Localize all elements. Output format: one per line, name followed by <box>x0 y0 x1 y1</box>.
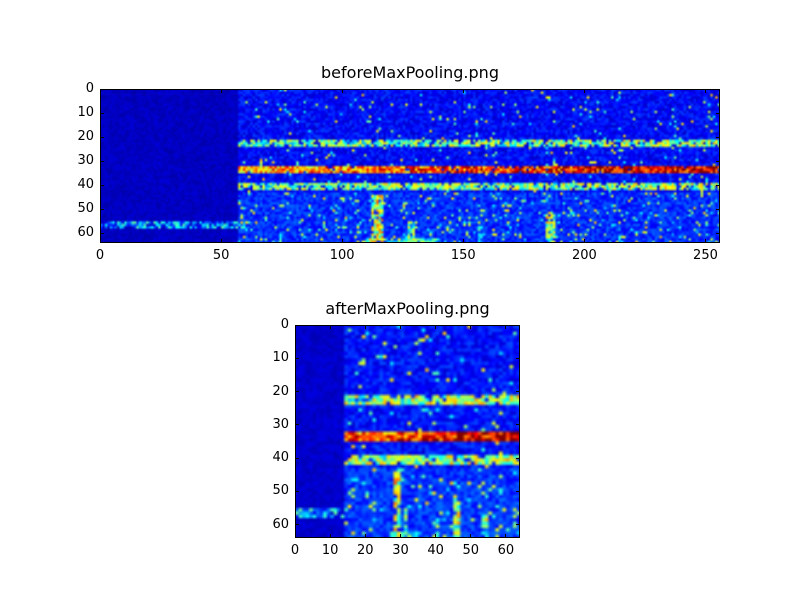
y-tick-label: 0 <box>85 81 94 96</box>
x-tick-label: 40 <box>427 543 444 558</box>
after-maxpooling-plot: afterMaxPooling.png 0 10 20 30 40 50 60 0 10 20 30… <box>272 299 520 558</box>
x-tick-label: 60 <box>497 543 515 558</box>
x-tick-label: 250 <box>693 248 718 263</box>
x-tick-label: 0 <box>290 543 300 558</box>
plot-title-after: afterMaxPooling.png <box>325 299 490 318</box>
y-tick-label: 20 <box>272 383 289 399</box>
after-heatmap-canvas <box>295 325 520 538</box>
x-tick-label: 20 <box>357 543 374 558</box>
y-tick-label: 30 <box>272 416 289 432</box>
y-tick-label: 40 <box>272 450 289 466</box>
x-tick-label: 50 <box>212 248 230 263</box>
y-tick-label: 40 <box>77 177 94 193</box>
y-tick-label: 10 <box>272 350 289 366</box>
y-tick-label: 50 <box>77 201 94 217</box>
y-tick-label: 50 <box>272 483 289 499</box>
y-tick-label: 20 <box>77 129 94 145</box>
x-tick-label: 0 <box>95 248 105 263</box>
y-tick-label: 60 <box>77 225 94 241</box>
x-tick-label: 100 <box>329 248 355 263</box>
before-heatmap-canvas <box>100 89 720 243</box>
x-tick-label: 10 <box>321 543 339 558</box>
x-tick-label: 30 <box>392 543 409 558</box>
y-tick-label: 10 <box>77 105 94 121</box>
x-tick-label: 150 <box>450 248 476 263</box>
x-tick-label: 50 <box>462 543 480 558</box>
y-tick-label: 60 <box>272 516 289 532</box>
before-maxpooling-plot: beforeMaxPooling.png 0 50 100 150 200 250 0 10 2… <box>77 63 720 263</box>
plot-title-before: beforeMaxPooling.png <box>321 63 499 82</box>
y-tick-label: 30 <box>77 153 94 169</box>
x-tick-label: 200 <box>571 248 597 263</box>
y-tick-label: 0 <box>280 317 289 332</box>
